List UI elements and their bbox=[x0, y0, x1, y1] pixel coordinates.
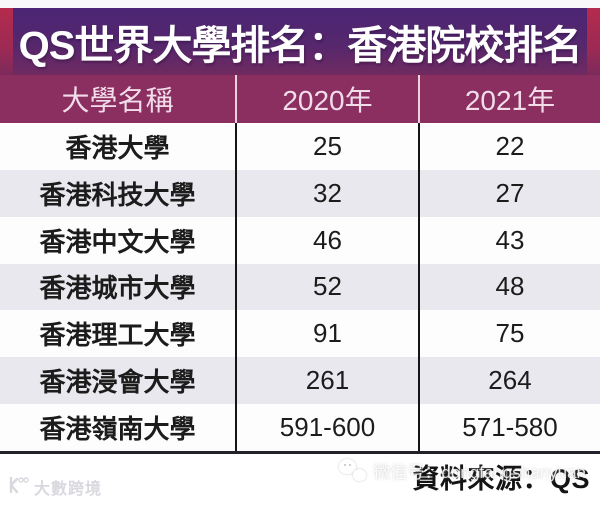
table-row: 香港科技大學 32 27 bbox=[0, 169, 600, 217]
university-name: 香港理工大學 bbox=[39, 320, 196, 351]
footer: 資料來源：QS 微信号：dongfangshanyuan 大數跨境 bbox=[0, 454, 600, 506]
university-name: 香港大學 bbox=[65, 132, 170, 163]
page-title: QS世界大學排名：香港院校排名 bbox=[18, 23, 583, 68]
rank-2020: 25 bbox=[235, 123, 418, 170]
university-name: 香港中文大學 bbox=[39, 226, 196, 257]
title-band-left-edge bbox=[0, 8, 13, 75]
university-name: 香港科技大學 bbox=[39, 179, 196, 210]
rank-2020: 52 bbox=[235, 263, 418, 311]
logo-icon bbox=[8, 476, 30, 499]
header-2020: 2020年 bbox=[235, 75, 418, 123]
table-body: 香港大學 25 22 香港科技大學 32 27 香港中文大學 46 43 香港城… bbox=[0, 123, 600, 454]
rank-2021: 264 bbox=[418, 357, 600, 405]
title-band-right-edge bbox=[587, 8, 600, 75]
wechat-watermark-text: 微信号：dongfangshanyuan bbox=[373, 463, 586, 482]
rank-2021: 571-580 bbox=[418, 404, 600, 451]
university-name: 香港城市大學 bbox=[39, 273, 196, 304]
data-source-label: 資料來源：QS bbox=[412, 464, 590, 494]
rank-2021: 43 bbox=[418, 216, 600, 264]
rank-2020: 91 bbox=[235, 310, 418, 358]
wechat-watermark: 微信号：dongfangshanyuan bbox=[339, 458, 586, 483]
wechat-icon bbox=[339, 458, 367, 483]
logo-watermark-text: 大數跨境 bbox=[34, 481, 103, 498]
rank-2020: 261 bbox=[235, 357, 418, 405]
table-header-row: 大學名稱 2020年 2021年 bbox=[0, 75, 600, 123]
rank-2020: 46 bbox=[235, 216, 418, 264]
table-row: 香港中文大學 46 43 bbox=[0, 216, 600, 264]
logo-watermark: 大數跨境 bbox=[8, 475, 102, 499]
table-row: 香港大學 25 22 bbox=[0, 123, 600, 170]
rank-2021: 48 bbox=[418, 263, 600, 311]
university-name: 香港浸會大學 bbox=[39, 367, 196, 398]
rank-2021: 75 bbox=[418, 310, 600, 358]
rank-2021: 27 bbox=[418, 169, 600, 217]
title-band: QS世界大學排名：香港院校排名 bbox=[0, 8, 600, 75]
table-row: 香港浸會大學 261 264 bbox=[0, 357, 600, 405]
header-2021: 2021年 bbox=[418, 75, 600, 123]
table-row: 香港城市大學 52 48 bbox=[0, 263, 600, 311]
rank-2020: 591-600 bbox=[235, 404, 418, 451]
table-row: 香港嶺南大學 591-600 571-580 bbox=[0, 404, 600, 451]
rank-2021: 22 bbox=[418, 123, 600, 170]
table-row: 香港理工大學 91 75 bbox=[0, 310, 600, 358]
top-strip bbox=[0, 0, 600, 8]
rank-2020: 32 bbox=[235, 169, 418, 217]
university-name: 香港嶺南大學 bbox=[39, 414, 196, 445]
header-university-name: 大學名稱 bbox=[61, 85, 174, 116]
